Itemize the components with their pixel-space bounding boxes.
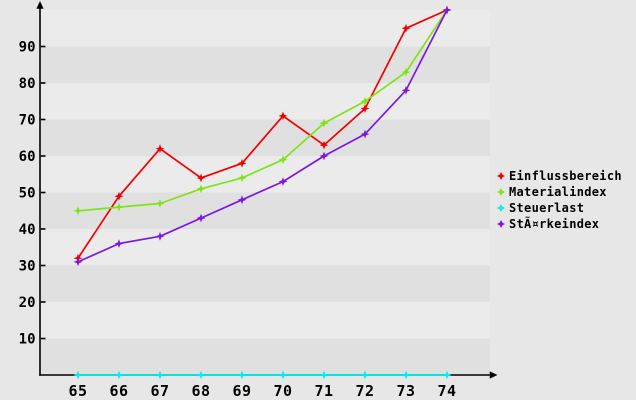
data-point-marker [73,370,83,380]
legend-item-einflussbereich: Einflussbereich [497,168,622,184]
data-point-marker [114,239,124,248]
legend-item-staerkeindex: StÃ¤rkeindex [497,216,622,232]
data-point-marker [155,199,165,208]
x-tick-label: 74 [437,382,456,400]
data-point-marker [401,23,411,33]
data-point-marker [237,370,247,380]
series-st-rkeindex [73,5,452,267]
x-tick-label: 67 [150,382,169,400]
y-tick-label: 80 [19,76,36,92]
data-point-marker [278,155,288,165]
data-point-marker [196,184,206,194]
data-point-marker [360,104,370,113]
data-point-marker [401,85,411,95]
data-point-marker [155,370,165,380]
data-point-marker [237,158,247,168]
x-axis-arrow-icon [489,371,498,379]
einflussbereich-marker-icon [497,172,505,180]
data-point-marker [319,118,329,128]
x-tick-label: 66 [109,382,128,400]
data-point-marker [114,370,124,380]
x-tick-label: 68 [191,382,210,400]
data-point-marker [196,173,206,183]
legend-label-staerkeindex: StÃ¤rkeindex [509,217,600,231]
data-point-marker [360,370,370,380]
data-point-marker [155,144,165,154]
series-line-einflussbereich [77,9,448,260]
data-point-marker [401,67,411,77]
data-point-marker [155,231,165,241]
y-tick-label: 50 [19,185,36,201]
series-einflussbereich [73,5,452,263]
data-point-marker [237,195,247,205]
legend-item-materialindex: Materialindex [497,184,622,200]
series-steuerlast [73,370,452,380]
data-point-marker [319,140,329,150]
y-axis-ticks: 10 20 30 40 50 60 70 80 90 [19,39,46,347]
data-point-marker [319,370,329,380]
y-tick-label: 20 [19,295,36,311]
y-tick-label: 30 [19,258,36,274]
y-tick-label: 40 [19,222,36,238]
x-tick-label: 69 [232,382,251,400]
data-point-marker [442,370,452,380]
data-point-marker [360,96,370,106]
data-point-marker [278,370,288,380]
x-tick-label: 65 [68,382,87,400]
legend-label-materialindex: Materialindex [509,185,607,199]
legend: Einflussbereich Materialindex Steuerlast… [497,168,622,232]
x-tick-label: 72 [355,382,374,400]
legend-label-steuerlast: Steuerlast [509,201,585,215]
data-point-marker [442,5,452,15]
legend-label-einflussbereich: Einflussbereich [509,169,622,183]
series-line-materialindex [77,9,448,212]
y-tick-label: 10 [19,331,36,347]
data-point-marker [360,129,370,139]
data-point-marker [114,191,124,201]
series-line-st-rkeindex [77,9,448,263]
x-tick-label: 71 [314,382,333,400]
legend-item-steuerlast: Steuerlast [497,200,622,216]
y-axis-arrow-icon [36,1,44,9]
data-point-marker [278,111,288,121]
data-point-marker [196,213,206,223]
data-point-marker [401,370,411,380]
materialindex-marker-icon [497,188,505,196]
staerkeindex-marker-icon [497,220,505,228]
data-point-marker [73,257,83,267]
data-point-marker [237,173,247,183]
x-tick-label: 73 [396,382,415,400]
data-point-marker [278,177,288,186]
data-point-marker [114,202,124,212]
y-tick-label: 90 [19,39,36,55]
data-point-marker [73,206,83,216]
y-tick-label: 60 [19,149,36,165]
plot-background-bands [41,10,490,375]
x-axis-labels: 65 66 67 68 69 70 71 72 73 74 [68,382,456,400]
data-point-marker [319,151,329,161]
steuerlast-marker-icon [497,204,505,212]
x-tick-label: 70 [273,382,292,400]
y-tick-label: 70 [19,112,36,128]
data-point-marker [196,370,206,380]
